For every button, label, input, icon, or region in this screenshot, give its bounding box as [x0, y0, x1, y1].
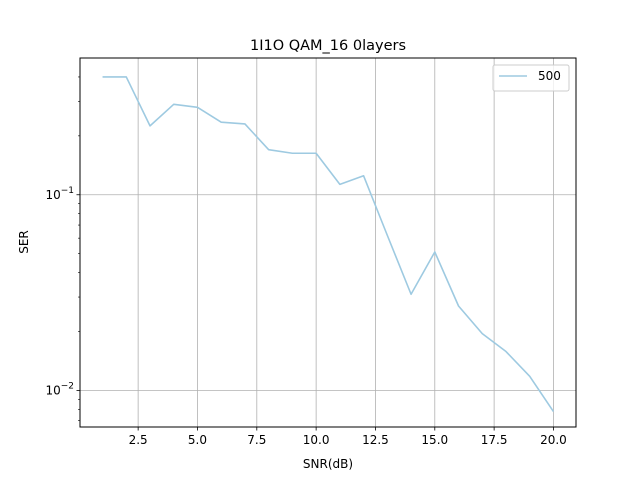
plot-area: [80, 58, 576, 427]
x-tick-label: 17.5: [481, 433, 508, 447]
x-axis-label: SNR(dB): [303, 457, 353, 471]
y-tick-label: 10−2: [45, 381, 74, 397]
x-tick-label: 7.5: [247, 433, 266, 447]
x-tick-label: 5.0: [188, 433, 207, 447]
series-line-500: [102, 76, 555, 412]
grid-lines: [80, 58, 576, 427]
plot-frame: [79, 57, 577, 428]
x-tick-label: 20.0: [540, 433, 567, 447]
x-tick-label: 2.5: [129, 433, 148, 447]
series-lines: [102, 76, 555, 412]
x-tick-label: 10.0: [303, 433, 330, 447]
x-tick-label: 12.5: [362, 433, 389, 447]
axis-ticks: 2.5 5.0 7.5 10.0 12.5 15.0 17.5 20.0 10−1 10−2: [45, 76, 567, 447]
y-tick-label: 10−1: [45, 186, 74, 202]
legend-box: [492, 64, 570, 92]
legend-label-500: 500: [538, 69, 561, 83]
legend: 500: [492, 64, 570, 92]
y-axis-label: SER: [17, 230, 31, 254]
chart-title: 1I1O QAM_16 0layers: [250, 38, 406, 54]
x-tick-label: 15.0: [421, 433, 448, 447]
